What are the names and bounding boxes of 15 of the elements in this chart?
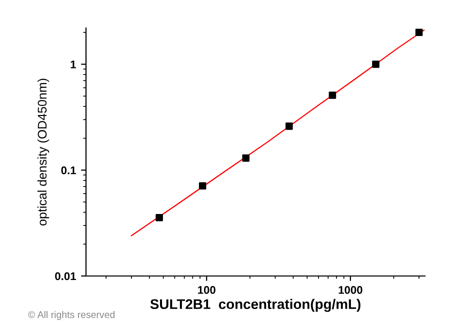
point	[242, 154, 250, 162]
x-axis-title: SULT2B1 concentration(pg/mL)	[150, 298, 360, 312]
point	[372, 60, 380, 68]
point	[156, 214, 163, 222]
text: © All rights reserved	[28, 310, 115, 320]
point	[198, 182, 206, 190]
point	[415, 28, 423, 36]
x-tick-label: 1000	[338, 286, 362, 294]
point	[328, 92, 336, 99]
y-tick-label: 0.01	[55, 272, 76, 280]
y-tick-label: 0.1	[61, 166, 76, 174]
y-tick-label: 1	[70, 60, 76, 68]
y-axis-title: optical density (OD450nm)	[37, 78, 50, 226]
x-tick-label: 100	[198, 286, 216, 294]
point	[286, 122, 293, 130]
